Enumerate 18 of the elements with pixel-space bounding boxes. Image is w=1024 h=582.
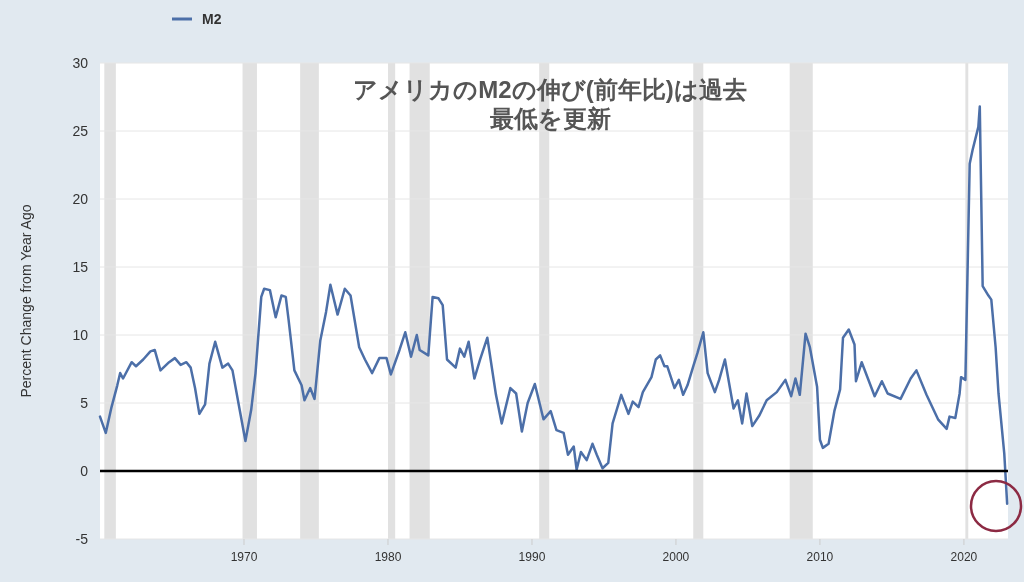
- y-tick-label: 5: [80, 395, 89, 411]
- y-tick-label: 15: [72, 259, 89, 275]
- y-tick-label: -5: [75, 531, 89, 547]
- x-tick-label: 2000: [662, 550, 690, 564]
- line-series: [98, 105, 1009, 505]
- x-tick-label: 1990: [518, 550, 546, 564]
- text: アメリカのM2の伸び(前年比)は過去最低を更新: [353, 76, 747, 132]
- y-tick-label: 10: [72, 327, 89, 343]
- y-axis-title: Percent Change from Year Ago: [18, 204, 34, 398]
- x-tick-label: 2010: [806, 550, 834, 564]
- y-tick-label: 0: [80, 463, 89, 479]
- x-tick-label: 1980: [374, 550, 402, 564]
- x-tick-label: 1970: [230, 550, 258, 564]
- x-tick-label: 2020: [950, 550, 978, 564]
- y-tick-label: 20: [72, 191, 89, 207]
- y-tick-label: 30: [72, 55, 89, 71]
- legend-label: M2: [202, 11, 222, 27]
- y-tick-label: 25: [72, 123, 89, 139]
